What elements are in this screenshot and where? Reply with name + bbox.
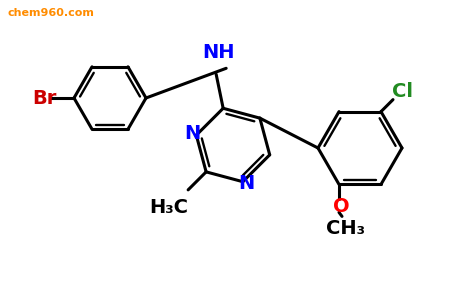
Text: H₃C: H₃C xyxy=(150,198,189,217)
Text: NH: NH xyxy=(202,43,235,62)
Text: chem960.com: chem960.com xyxy=(8,8,95,18)
Text: O: O xyxy=(333,197,349,216)
Text: N: N xyxy=(239,174,255,193)
Text: CH₃: CH₃ xyxy=(327,219,365,238)
Text: Cl: Cl xyxy=(392,82,413,101)
Text: Br: Br xyxy=(32,88,56,108)
Text: N: N xyxy=(184,124,201,143)
